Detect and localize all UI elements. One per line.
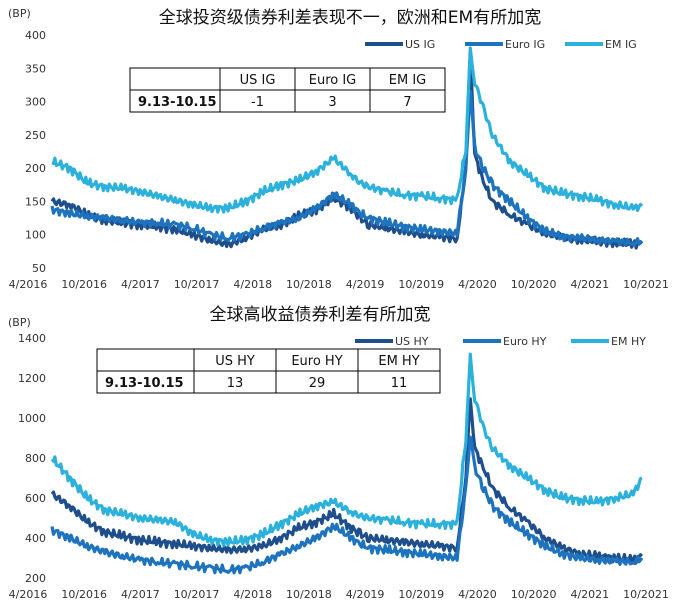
y-tick-label: 600 bbox=[25, 492, 46, 505]
series-line-em-hy bbox=[50, 352, 643, 548]
chart-title: 全球高收益债券利差有所加宽 bbox=[210, 305, 431, 325]
x-tick-label: 10/2020 bbox=[511, 588, 557, 601]
legend-label: US IG bbox=[405, 38, 435, 51]
table-row-label: 9.13-10.15 bbox=[105, 376, 184, 391]
legend-label: EM IG bbox=[605, 38, 637, 51]
x-tick-label: 4/2018 bbox=[233, 278, 272, 291]
x-tick-label: 10/2019 bbox=[398, 588, 444, 601]
change-table: US HY 13 Euro HY 29 EM HY 11 9.13-10.15 bbox=[96, 348, 441, 394]
x-axis-ticks: 4/2016 10/2016 4/2017 10/2017 4/2018 10/2018 4… bbox=[9, 278, 669, 291]
x-tick-label: 10/2019 bbox=[398, 278, 444, 291]
table-header-cell: US HY bbox=[215, 354, 255, 369]
series-line-em-ig bbox=[51, 46, 644, 214]
series-lines bbox=[50, 352, 644, 575]
table-value-cell: 7 bbox=[403, 95, 411, 110]
table-value-cell: 11 bbox=[391, 376, 408, 391]
x-tick-label: 4/2019 bbox=[346, 588, 385, 601]
y-tick-label: 350 bbox=[25, 62, 46, 75]
y-tick-label: 100 bbox=[25, 229, 46, 242]
x-tick-label: 4/2020 bbox=[458, 588, 497, 601]
series-line-us-hy bbox=[50, 397, 643, 565]
legend-label: EM HY bbox=[611, 335, 646, 348]
change-table: US IG -1 Euro IG 3 EM IG 7 9.13-10.15 bbox=[129, 67, 446, 113]
y-tick-label: 200 bbox=[25, 572, 46, 585]
x-tick-label: 10/2016 bbox=[61, 588, 107, 601]
x-tick-label: 4/2021 bbox=[570, 588, 609, 601]
legend-label: Euro IG bbox=[505, 38, 545, 51]
y-unit-label: (BP) bbox=[8, 7, 31, 20]
x-tick-label: 4/2017 bbox=[121, 588, 160, 601]
x-tick-label: 10/2017 bbox=[174, 278, 220, 291]
legend: US IG Euro IG EM IG bbox=[365, 38, 637, 51]
x-tick-label: 4/2016 bbox=[9, 278, 48, 291]
x-tick-label: 4/2019 bbox=[346, 278, 385, 291]
table-value-cell: 29 bbox=[309, 376, 326, 391]
table-header-cell: EM HY bbox=[378, 354, 419, 369]
table-value-cell: -1 bbox=[251, 95, 264, 110]
table-header-cell: Euro IG bbox=[309, 73, 357, 88]
ig-spread-chart: 全球投资级债券利差表现不一，欧洲和EM有所加宽 (BP) 50 100 150 200… bbox=[8, 7, 669, 291]
y-tick-label: 50 bbox=[32, 262, 46, 275]
table-row-label: 9.13-10.15 bbox=[138, 95, 217, 110]
y-tick-label: 250 bbox=[25, 129, 46, 142]
x-tick-label: 4/2018 bbox=[233, 588, 272, 601]
series-line-euro-ig bbox=[50, 89, 644, 247]
x-tick-label: 4/2021 bbox=[570, 278, 609, 291]
y-tick-label: 800 bbox=[25, 452, 46, 465]
x-tick-label: 4/2017 bbox=[121, 278, 160, 291]
y-tick-label: 400 bbox=[25, 532, 46, 545]
y-tick-label: 200 bbox=[25, 162, 46, 175]
series-line-euro-hy bbox=[50, 435, 644, 575]
legend: US HY Euro HY EM HY bbox=[355, 335, 646, 348]
table-header-cell: EM IG bbox=[389, 73, 426, 88]
table-value-cell: 13 bbox=[227, 376, 244, 391]
legend-label: US HY bbox=[395, 335, 429, 348]
y-tick-label: 300 bbox=[25, 96, 46, 109]
y-tick-label: 400 bbox=[25, 29, 46, 42]
y-unit-label: (BP) bbox=[8, 316, 31, 329]
x-tick-label: 10/2016 bbox=[61, 278, 107, 291]
table-header-cell: Euro HY bbox=[291, 354, 342, 369]
y-tick-label: 1200 bbox=[18, 372, 46, 385]
hy-spread-chart: 全球高收益债券利差有所加宽 (BP) 200 400 600 800 1000 1200 1… bbox=[8, 305, 669, 601]
x-tick-label: 4/2016 bbox=[9, 588, 48, 601]
y-axis-ticks: 200 400 600 800 1000 1200 1400 bbox=[18, 332, 46, 585]
x-tick-label: 10/2020 bbox=[511, 278, 557, 291]
y-tick-label: 1000 bbox=[18, 412, 46, 425]
x-tick-label: 10/2021 bbox=[623, 588, 669, 601]
series-lines bbox=[50, 46, 644, 250]
x-tick-label: 10/2018 bbox=[286, 588, 332, 601]
x-tick-label: 4/2020 bbox=[458, 278, 497, 291]
table-value-cell: 3 bbox=[328, 95, 336, 110]
legend-label: Euro HY bbox=[503, 335, 547, 348]
chart-title: 全球投资级债券利差表现不一，欧洲和EM有所加宽 bbox=[159, 8, 541, 28]
x-tick-label: 10/2021 bbox=[623, 278, 669, 291]
y-tick-label: 1400 bbox=[18, 332, 46, 345]
y-tick-label: 150 bbox=[25, 195, 46, 208]
x-axis-ticks: 4/2016 10/2016 4/2017 10/2017 4/2018 10/2018 4… bbox=[9, 588, 669, 601]
y-axis-ticks: 50 100 150 200 250 300 350 400 bbox=[25, 29, 46, 275]
x-tick-label: 10/2018 bbox=[286, 278, 332, 291]
table-header-cell: US IG bbox=[240, 73, 276, 88]
x-tick-label: 10/2017 bbox=[174, 588, 220, 601]
